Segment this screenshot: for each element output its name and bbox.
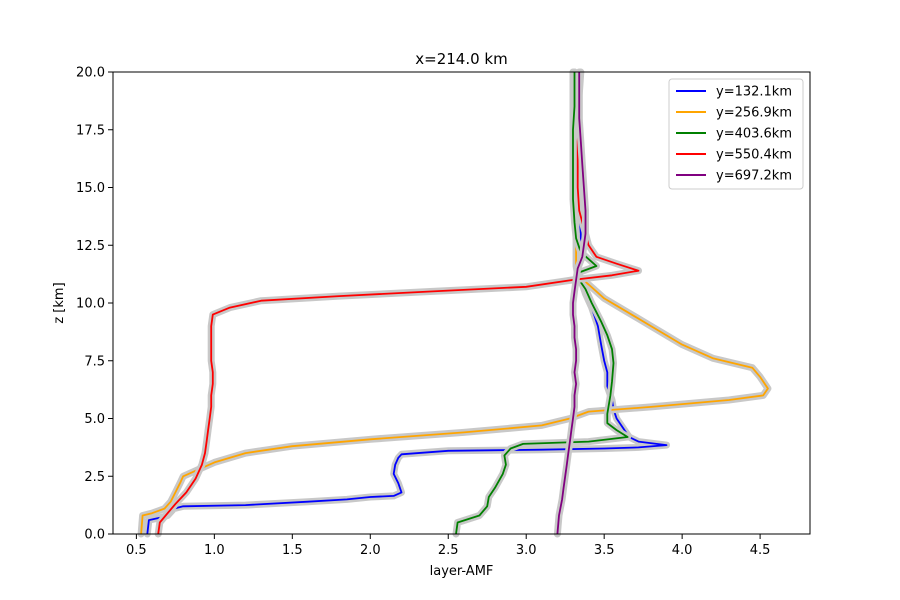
- legend-label-5: y=697.2km: [716, 169, 792, 184]
- legend-label-4: y=550.4km: [716, 148, 792, 163]
- x-tick-label: 2.5: [438, 543, 459, 558]
- x-tick-label: 1.5: [282, 543, 303, 558]
- legend: y=132.1km y=256.9km y=403.6km y=550.4km y=69…: [668, 78, 804, 190]
- y-axis-label: z [km]: [52, 282, 67, 323]
- x-tick-label: 3.5: [594, 543, 615, 558]
- y-tick-label: 17.5: [76, 123, 105, 138]
- legend-frame: [668, 78, 804, 190]
- series-layer: [137, 68, 772, 538]
- series-line-3: [455, 72, 629, 535]
- y-tick-label: 10.0: [76, 297, 105, 312]
- y-tick-label: 12.5: [76, 239, 105, 254]
- x-axis-ticks: 0.5 1.0 1.5 2.0 2.5 3.0 3.5 4.0 4.5: [126, 534, 770, 558]
- chart-title: x=214.0 km: [415, 50, 507, 68]
- y-tick-label: 7.5: [84, 354, 105, 369]
- x-tick-label: 0.5: [126, 543, 147, 558]
- x-tick-label: 1.0: [204, 543, 225, 558]
- y-tick-label: 15.0: [76, 181, 105, 196]
- x-axis-label: layer-AMF: [430, 564, 494, 579]
- x-tick-label: 3.0: [516, 543, 537, 558]
- x-tick-label: 4.5: [750, 543, 771, 558]
- y-axis-ticks: 0.0 2.5 5.0 7.5 10.0 12.5 15.0 17.5 20.0: [76, 66, 113, 543]
- legend-label-1: y=132.1km: [716, 85, 792, 100]
- x-tick-label: 2.0: [360, 543, 381, 558]
- y-tick-label: 0.0: [84, 528, 105, 543]
- legend-label-3: y=403.6km: [716, 127, 792, 142]
- series-line-5: [556, 72, 587, 535]
- series-line-4: [157, 71, 640, 535]
- y-tick-label: 20.0: [76, 66, 105, 81]
- y-tick-label: 5.0: [84, 412, 105, 427]
- y-tick-label: 2.5: [84, 470, 105, 485]
- x-tick-label: 4.0: [672, 543, 693, 558]
- legend-label-2: y=256.9km: [716, 106, 792, 121]
